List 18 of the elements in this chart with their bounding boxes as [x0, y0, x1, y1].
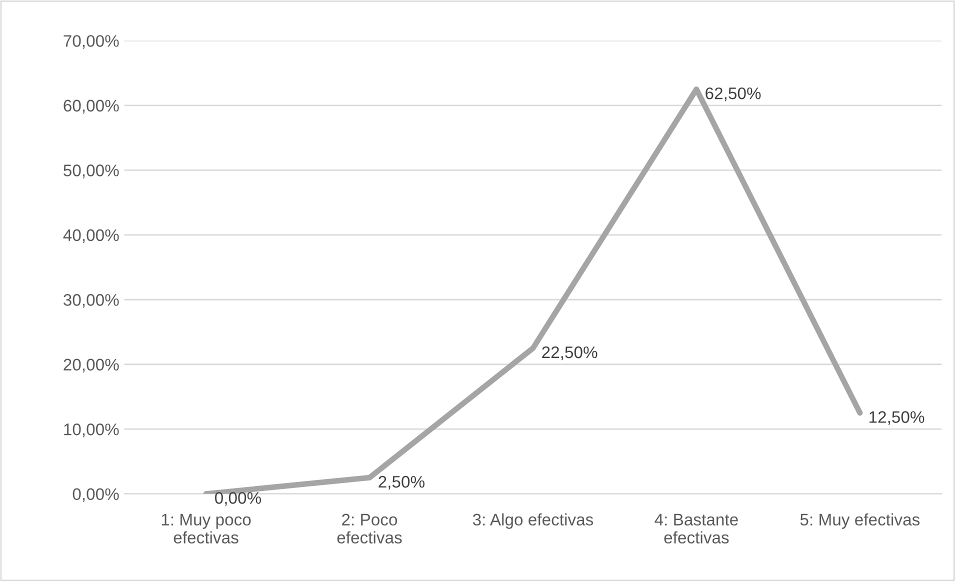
y-tick-label: 20,00% — [64, 358, 119, 373]
data-label: 22,50% — [542, 346, 598, 360]
x-tick-label: 3: Algo efectivas — [472, 513, 594, 529]
y-tick-label: 60,00% — [64, 100, 119, 114]
y-tick-label: 40,00% — [63, 229, 119, 244]
data-label: 2,50% — [378, 476, 424, 490]
y-tick-label: 70,00% — [64, 35, 119, 49]
x-tick-label: 4: Bastante efectivas — [654, 514, 738, 544]
y-tick-label: 10,00% — [64, 424, 119, 438]
x-tick-label: 2: Poco efectivas — [337, 514, 402, 544]
y-tick-label: 50,00% — [64, 164, 119, 178]
data-label: 12,50% — [870, 411, 924, 425]
x-tick-label: 5: Muy efectivas — [800, 513, 920, 529]
x-tick-label: 1: Muy poco efectivas — [162, 514, 251, 544]
data-label: 62,50% — [706, 87, 761, 102]
y-tick-label: 0,00% — [72, 488, 119, 502]
data-label: 0,00% — [215, 492, 262, 506]
y-tick-label: 30,00% — [64, 294, 119, 308]
